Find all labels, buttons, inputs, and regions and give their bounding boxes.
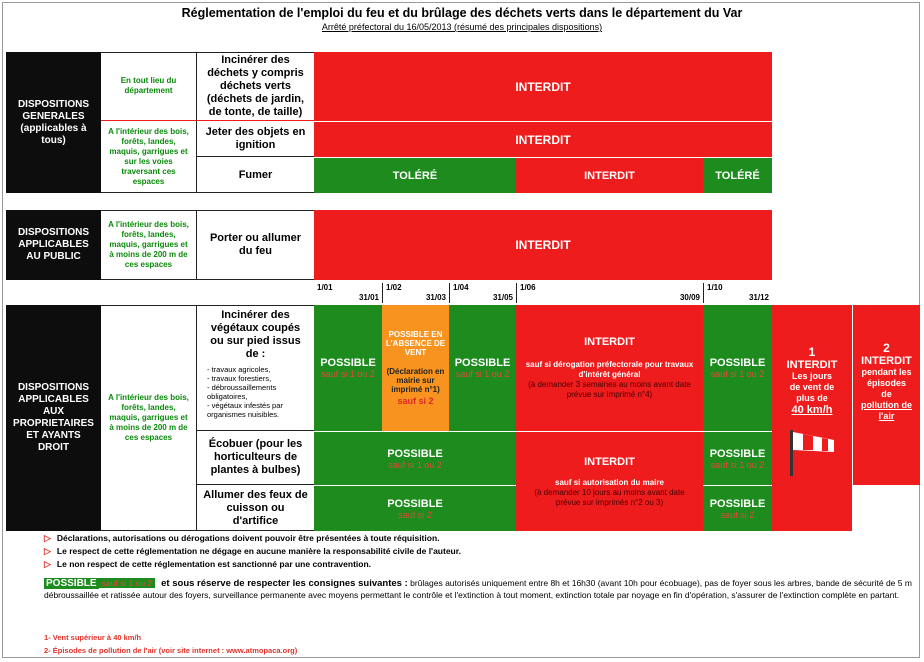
interdit-summer-2: INTERDIT sauf si autorisation du maire (… (516, 431, 703, 531)
section2-label: DISPOSITIONS APPLICABLES AU PUBLIC (6, 210, 101, 280)
section1-row2-status: INTERDIT (314, 121, 772, 157)
section1-row3-status3: TOLÉRÉ (703, 157, 772, 193)
section3-row1-action: Incinérer des végétaux coupés ou sur pie… (196, 305, 314, 431)
ecobuer-possible-oct: POSSIBLE sauf si 1 ou 2 (703, 431, 772, 485)
consigne-text: brûlages autorisés uniquement entre 8h e… (44, 578, 912, 600)
section1-row1-action: Incinérer des déchets y compris déchets … (196, 52, 314, 121)
section3-zone: A l'intérieur des bois, forêts, landes, … (108, 393, 189, 442)
page-subtitle: Arrêté préfectoral du 16/05/2013 (résumé… (321, 22, 603, 32)
side-panel-pollution: 2 INTERDIT pendant les épisodes de pollu… (852, 305, 920, 485)
period-5: 1/10 31/12 (703, 283, 772, 303)
triangle-bullet-icon: ▷ (44, 559, 51, 569)
section3-row1-list: - travaux agricoles, - travaux forestier… (207, 365, 283, 419)
section1-row3-action: Fumer (196, 157, 314, 193)
section1-row3-status2: INTERDIT (516, 157, 703, 193)
section2-status: INTERDIT (314, 210, 772, 280)
note-2: ▷ Le respect de cette réglementation ne d… (44, 546, 461, 556)
period-3: 1/04 31/05 (449, 283, 516, 303)
triangle-bullet-icon: ▷ (44, 546, 51, 556)
page-title: Réglementation de l'emploi du feu et du … (181, 6, 743, 20)
section1-zone-b: A l'intérieur des bois, forêts, landes, … (108, 127, 189, 186)
triangle-bullet-icon: ▷ (44, 533, 51, 543)
section1-label: DISPOSITIONS GENERALES (applicables à to… (6, 52, 101, 193)
section2-zone: A l'intérieur des bois, forêts, landes, … (108, 220, 189, 269)
possible-apr-may: POSSIBLE sauf si 1 ou 2 (449, 305, 516, 431)
section2-action: Porter ou allumer du feu (196, 210, 314, 280)
interdit-summer-1: INTERDIT sauf si dérogation préfectorale… (516, 305, 703, 431)
note-1: ▷ Déclarations, autorisations ou dérogati… (44, 533, 440, 543)
footnote-2: 2- Épisodes de pollution de l'air (voir … (44, 646, 298, 655)
period-1: 1/01 31/01 (317, 283, 379, 302)
windsock-icon (790, 430, 834, 476)
section3-row2-action: Écobuer (pour les horticulteurs de plant… (196, 431, 314, 485)
footnote-1: 1- Vent supérieur à 40 km/h (44, 633, 142, 642)
consigne-lead: et sous réserve de respecter les consign… (161, 578, 408, 589)
section1-zone-a: En tout lieu du département (101, 52, 196, 121)
consigne-block: POSSIBLE sauf si 1 ou 2 et sous réserve de… (44, 578, 912, 601)
possible-feb-mar: POSSIBLE EN L'ABSENCE DE VENT (Déclarati… (382, 305, 449, 431)
period-4: 1/06 30/09 (516, 283, 703, 303)
consigne-sauf-badge: sauf si 1 ou 2 (98, 578, 156, 588)
period-2: 1/02 31/03 (382, 283, 449, 303)
section3-row1-title: Incinérer des végétaux coupés ou sur pie… (210, 309, 301, 360)
ecobuer-possible: POSSIBLE sauf si 1 ou 2 (314, 431, 516, 485)
possible-oct-dec: POSSIBLE sauf si 1 ou 2 (703, 305, 772, 431)
section3-label: DISPOSITIONS APPLICABLES AUX PROPRIETAIR… (6, 305, 101, 531)
cuisson-possible-oct: POSSIBLE sauf si 2 (703, 485, 772, 531)
consigne-possible-badge: POSSIBLE (44, 578, 99, 589)
side-panel-wind: 1 INTERDIT Les jours de vent de plus de … (772, 305, 852, 531)
section1-row2-action: Jeter des objets en ignition (196, 121, 314, 157)
section1-row1-status: INTERDIT (314, 52, 772, 121)
section1-row3-status1: TOLÉRÉ (314, 157, 516, 193)
possible-jan: POSSIBLE sauf si 1 ou 2 (314, 305, 382, 431)
section3-row3-action: Allumer des feux de cuisson ou d'artific… (196, 485, 314, 531)
note-3: ▷ Le non respect de cette réglementation … (44, 559, 372, 569)
cuisson-possible: POSSIBLE sauf si 2 (314, 485, 516, 531)
